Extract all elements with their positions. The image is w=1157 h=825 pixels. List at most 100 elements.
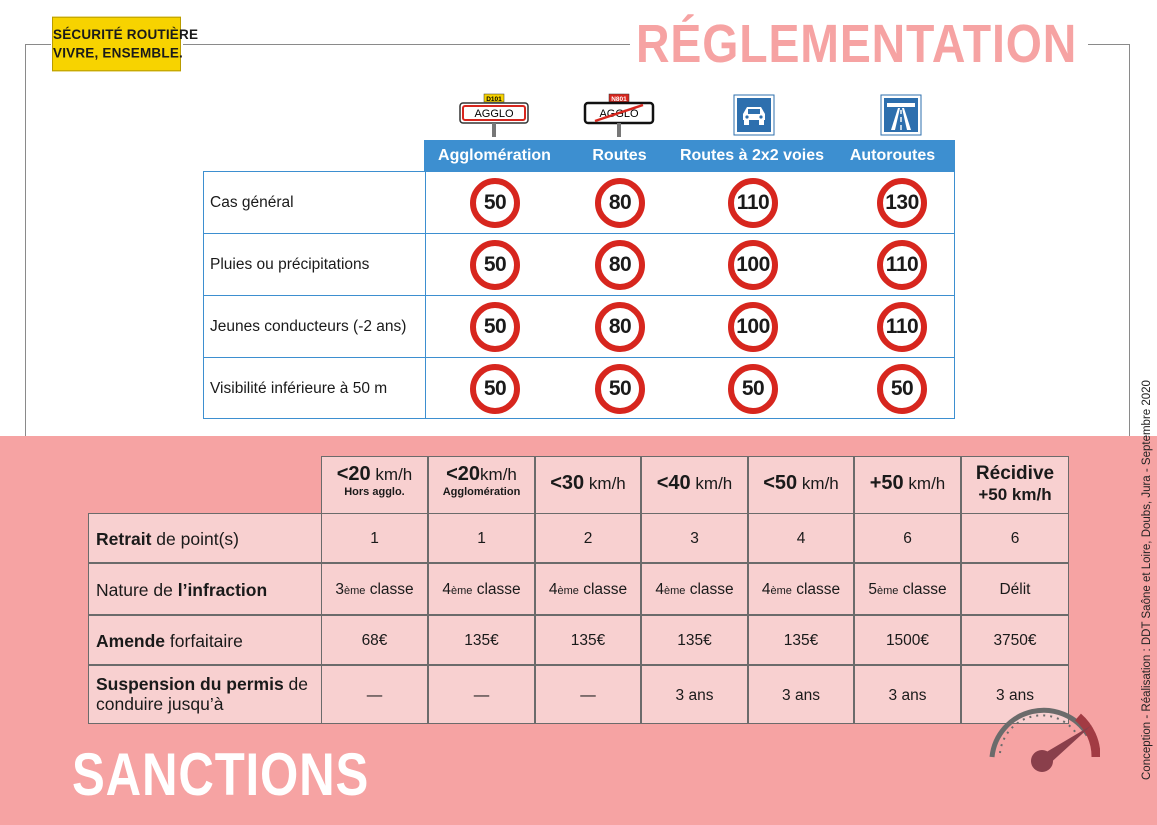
sanction-value-text: — xyxy=(366,687,383,704)
sanction-row-label: Retrait de point(s) xyxy=(88,513,322,563)
regulation-table: Cas général 50 80 110 130 Pluies ou préc… xyxy=(203,171,955,419)
col-header-unit: km/h xyxy=(370,465,413,484)
class-number: 4 xyxy=(442,581,451,598)
speed-limit-sign: 110 xyxy=(728,178,778,228)
sanction-value: 4ème classe xyxy=(535,563,641,615)
reg-row-visibility: Visibilité inférieure à 50 m 50 50 50 50 xyxy=(204,357,954,419)
reg-row-general: Cas général 50 80 110 130 xyxy=(204,171,954,233)
class-number: 4 xyxy=(655,581,664,598)
sanction-value: 68€ xyxy=(321,615,428,665)
sanction-row-label: Amende forfaitaire xyxy=(88,615,322,665)
speed-limit-sign: 80 xyxy=(595,302,645,352)
sanction-col-header: <40 km/h xyxy=(641,456,748,514)
sanction-value: 1 xyxy=(321,513,428,563)
road-safety-badge: SÉCURITÉ ROUTIÈRE VIVRE, ENSEMBLE. xyxy=(52,16,199,72)
row-label-bold: Amende xyxy=(96,631,166,651)
reg-row-rain: Pluies ou précipitations 50 80 100 110 xyxy=(204,233,954,295)
row-label-line: Nature de l’infraction xyxy=(96,564,321,616)
sanction-value: 4ème classe xyxy=(428,563,535,615)
col-header-main: <50 km/h xyxy=(749,472,853,495)
row-label-line-2: conduire jusqu’à xyxy=(96,694,224,714)
row-label-rest: forfaitaire xyxy=(165,631,243,651)
sanction-value: 3 ans xyxy=(748,665,854,724)
class-suffix: ème xyxy=(876,585,899,597)
sanction-col-header: <30 km/h xyxy=(535,456,641,514)
sanction-value-text: — xyxy=(580,687,596,704)
class-word: classe xyxy=(365,581,414,598)
sanction-value-text: 135€ xyxy=(464,632,499,649)
reg-col-routes: Routes xyxy=(592,147,647,164)
speed-limit-sign: 80 xyxy=(595,240,645,290)
sanction-value-text: 135€ xyxy=(783,632,819,649)
class-suffix: ème xyxy=(450,585,473,597)
sanction-value: 3 ans xyxy=(641,665,748,724)
col-header-value: <20 xyxy=(336,463,371,485)
reg-row-label: Visibilité inférieure à 50 m xyxy=(204,358,426,419)
sanction-value: 135€ xyxy=(428,615,535,665)
sanction-value: 3 ans xyxy=(961,665,1069,724)
regulation-title: RÉGLEMENTATION xyxy=(636,14,1078,74)
sanction-value-text: 1 xyxy=(477,530,486,547)
speed-limit-sign: 50 xyxy=(728,364,778,414)
sanctions-table: <20 km/h Hors agglo. <20km/h Agglomération <… xyxy=(88,456,1070,724)
speed-limit-sign: 50 xyxy=(470,240,520,290)
sanction-value: 3 xyxy=(641,513,748,563)
col-header-value: <20 xyxy=(446,463,481,485)
col-header-value: <50 xyxy=(763,472,798,494)
col-header-value: Récidive xyxy=(975,463,1055,484)
col-header-sub: +50 km/h xyxy=(978,485,1052,504)
class-word: classe xyxy=(898,581,947,598)
frame-line-left-top xyxy=(25,44,51,45)
sanction-row-label: Suspension du permis de conduire jusqu’à xyxy=(88,665,322,724)
col-header-main: <40 km/h xyxy=(642,472,747,495)
sanction-value: 1500€ xyxy=(854,615,961,665)
class-suffix: ème xyxy=(343,585,366,597)
reg-row-label: Pluies ou précipitations xyxy=(204,234,426,295)
sanction-value-text: 3 ans xyxy=(675,687,714,704)
speed-limit-sign: 50 xyxy=(470,302,520,352)
sanction-value-text: — xyxy=(473,687,490,704)
reg-col-autoroutes: Autoroutes xyxy=(849,147,936,164)
motorway-sign-icon xyxy=(880,94,922,136)
entry-sign-code: D101 xyxy=(486,96,502,103)
expressway-car-sign-icon xyxy=(733,94,775,136)
class-word: classe xyxy=(791,581,841,598)
col-header-unit: km/h xyxy=(480,465,517,484)
col-header-main: <20 km/h xyxy=(322,463,427,486)
sanction-value: — xyxy=(321,665,428,724)
class-suffix: ème xyxy=(557,585,579,597)
sanction-value-text: 1500€ xyxy=(885,632,930,649)
row-label-bold: l’infraction xyxy=(177,580,268,600)
class-number: 4 xyxy=(548,581,558,598)
sanction-value: Délit xyxy=(961,563,1069,615)
sanction-value: — xyxy=(535,665,641,724)
frame-line-right xyxy=(1129,44,1130,778)
frame-line-top-right xyxy=(1088,44,1130,45)
sanction-value: 4 xyxy=(748,513,854,563)
sanctions-title: SANCTIONS xyxy=(72,741,370,808)
col-header-value: <40 xyxy=(656,472,691,494)
sanction-value-text: 3 ans xyxy=(996,687,1034,704)
town-entry-sign-icon: D101 AGGLO xyxy=(459,93,529,137)
sanction-col-header: +50 km/h xyxy=(854,456,961,514)
class-word: classe xyxy=(472,581,521,598)
frame-line-top-left xyxy=(183,44,630,45)
sanction-value-text: 3 xyxy=(690,530,699,547)
row-label-line: Suspension du permis de xyxy=(96,674,321,694)
speed-limit-sign: 110 xyxy=(877,302,927,352)
badge-line-2: VIVRE, ENSEMBLE. xyxy=(53,45,183,61)
reg-row-label: Jeunes conducteurs (-2 ans) xyxy=(204,296,426,357)
badge-line-1: SÉCURITÉ ROUTIÈRE xyxy=(53,26,199,42)
sanction-value-text: 3 ans xyxy=(782,687,820,704)
sanction-row-label: Nature de l’infraction xyxy=(88,563,322,615)
sanction-value: 3ème classe xyxy=(321,563,428,615)
col-header-unit: km/h xyxy=(797,474,839,493)
reg-row-young-drivers: Jeunes conducteurs (-2 ans) 50 80 100 11… xyxy=(204,295,954,357)
col-header-main: <20km/h xyxy=(429,463,534,486)
speed-limit-sign: 80 xyxy=(595,178,645,228)
sanction-col-header: Récidive +50 km/h xyxy=(961,456,1069,514)
sanction-value-text: 6 xyxy=(1010,530,1020,547)
row-label-rest: de point(s) xyxy=(151,529,239,549)
sanction-value-text: 1 xyxy=(370,530,379,547)
sanction-value: 135€ xyxy=(748,615,854,665)
